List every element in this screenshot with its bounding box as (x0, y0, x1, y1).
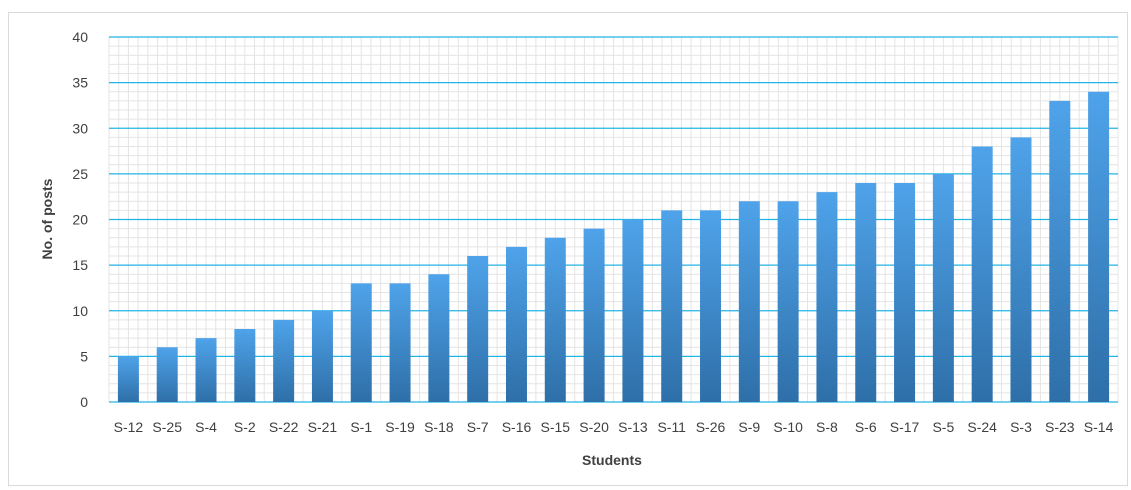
bar-S-13 (622, 219, 644, 402)
x-tick-label: S-3 (1010, 419, 1032, 435)
bar-S-14 (1088, 91, 1110, 402)
bar-S-8 (816, 192, 838, 402)
bar-S-21 (311, 310, 333, 402)
y-tick-label: 40 (72, 29, 88, 45)
x-tick-label: S-10 (773, 419, 803, 435)
bar-S-4 (195, 338, 217, 402)
x-tick-label: S-15 (540, 419, 570, 435)
bar-S-23 (1049, 100, 1071, 402)
bar-S-19 (389, 283, 411, 402)
y-tick-label: 20 (72, 212, 88, 228)
x-tick-label: S-24 (967, 419, 997, 435)
x-tick-label: S-20 (579, 419, 609, 435)
x-tick-label: S-5 (932, 419, 954, 435)
x-tick-label: S-12 (114, 419, 144, 435)
y-axis-title: No. of posts (39, 178, 55, 259)
x-tick-label: S-11 (657, 419, 686, 435)
bar-S-22 (273, 319, 295, 402)
x-tick-label: S-9 (738, 419, 760, 435)
bar-S-3 (1010, 137, 1032, 402)
bar-S-9 (738, 201, 760, 402)
bar-S-12 (117, 356, 139, 402)
y-tick-label: 25 (72, 166, 88, 182)
x-axis-ticks: S-12 S-25 S-4 S-2 S-22 S-21 S-1 S-19 S-18 S-7 S-16… (114, 419, 1114, 435)
x-tick-label: S-1 (350, 419, 372, 435)
y-tick-label: 15 (72, 257, 88, 273)
bar-S-15 (544, 237, 566, 402)
bar-S-10 (777, 201, 799, 402)
x-tick-label: S-2 (234, 419, 256, 435)
bar-S-20 (583, 228, 605, 402)
x-tick-label: S-14 (1084, 419, 1114, 435)
x-tick-label: S-8 (816, 419, 838, 435)
x-tick-label: S-25 (152, 419, 182, 435)
x-tick-label: S-17 (890, 419, 920, 435)
bar-S-18 (428, 274, 450, 402)
x-tick-label: S-26 (696, 419, 726, 435)
bar-S-17 (894, 183, 916, 402)
x-tick-label: S-16 (502, 419, 532, 435)
bar-S-25 (156, 347, 178, 402)
bar-S-6 (855, 183, 877, 402)
y-tick-label: 10 (72, 303, 88, 319)
y-tick-label: 0 (80, 394, 88, 410)
bar-S-5 (932, 173, 954, 402)
x-tick-label: S-6 (855, 419, 877, 435)
x-tick-label: S-23 (1045, 419, 1075, 435)
x-tick-label: S-7 (467, 419, 489, 435)
x-tick-label: S-4 (195, 419, 217, 435)
bar-S-24 (971, 146, 993, 402)
bar-S-7 (467, 256, 489, 402)
x-tick-label: S-18 (424, 419, 454, 435)
y-tick-label: 5 (80, 348, 88, 364)
y-tick-label: 30 (72, 120, 88, 136)
x-tick-label: S-19 (385, 419, 415, 435)
bar-S-2 (234, 329, 256, 402)
x-tick-label: S-13 (618, 419, 648, 435)
bars-group (117, 91, 1110, 402)
bar-S-16 (505, 246, 527, 402)
bar-S-26 (700, 210, 722, 402)
x-axis-title: Students (582, 452, 642, 468)
bar-S-1 (350, 283, 372, 402)
x-tick-label: S-22 (269, 419, 299, 435)
y-tick-label: 35 (72, 75, 88, 91)
bar-S-11 (661, 210, 683, 402)
x-tick-label: S-21 (308, 419, 338, 435)
y-axis-ticks: 0 5 10 15 20 25 30 35 40 (72, 29, 88, 410)
